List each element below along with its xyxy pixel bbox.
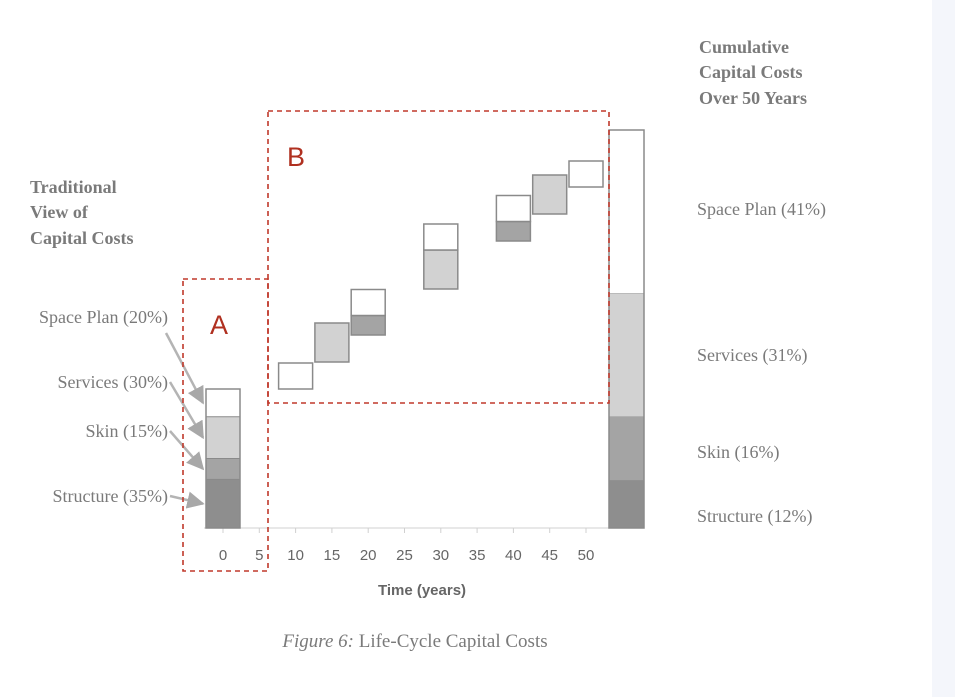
traditional-segment-space-plan (206, 389, 240, 417)
renewal-segment-skin (495, 220, 532, 242)
x-axis-label: Time (years) (378, 582, 466, 599)
cumulative-label-space-plan: Space Plan (41%) (697, 199, 826, 220)
renewal-segment-space-plan (350, 288, 386, 317)
cumulative-labels: Space Plan (41%) Services (31%) Skin (16%)… (697, 199, 826, 527)
x-tick-label: 20 (360, 547, 377, 564)
cumulative-segment-space-plan (609, 130, 644, 294)
traditional-bar (205, 388, 241, 529)
renewal-bar-year-20 (350, 288, 386, 336)
traditional-labels: Space Plan (20%) Services (30%) Skin (15%)… (39, 307, 205, 509)
cumulative-label-services: Services (31%) (697, 345, 807, 366)
cumulative-label-skin: Skin (16%) (697, 442, 780, 463)
renewal-segment-services (314, 322, 350, 363)
cumulative-segment-services (609, 293, 644, 417)
renewal-segment-space-plan (495, 194, 532, 223)
x-tick-label: 50 (578, 547, 595, 564)
traditional-title: Traditional View of Capital Costs (30, 177, 134, 248)
renewal-bars (277, 160, 604, 390)
right-edge-strip (932, 0, 955, 697)
renewal-segment-space-plan (423, 223, 459, 251)
cumulative-title: Cumulative Capital Costs Over 50 Years (699, 37, 807, 108)
x-tick-label: 10 (287, 547, 304, 564)
traditional-label-structure: Structure (35%) (53, 486, 168, 507)
x-axis-ticks: 0 5 10 15 20 25 30 35 40 45 50 (219, 528, 595, 564)
cumulative-segment-skin (609, 416, 644, 481)
renewal-bar-year-50 (568, 160, 604, 188)
region-b-box (267, 110, 610, 404)
renewal-segment-services (423, 249, 459, 290)
pointer-arrow (169, 430, 205, 471)
region-a-box (182, 278, 269, 572)
renewal-bar-year-10 (277, 362, 314, 390)
x-tick-label: 45 (541, 547, 558, 564)
renewal-segment-skin (350, 314, 386, 336)
x-tick-label: 30 (432, 547, 449, 564)
region-a-label: A (210, 310, 228, 340)
renewal-bar-year-15 (314, 322, 350, 363)
x-tick-label: 0 (219, 547, 227, 564)
x-tick-label: 15 (324, 547, 341, 564)
region-b-label: B (287, 142, 305, 172)
traditional-label-services: Services (30%) (58, 372, 168, 393)
traditional-segment-skin (206, 458, 240, 480)
traditional-segment-services (206, 416, 240, 459)
traditional-label-space-plan: Space Plan (20%) (39, 307, 168, 328)
pointer-arrow (169, 491, 205, 509)
traditional-label-skin: Skin (15%) (86, 421, 169, 442)
renewal-segment-services (531, 174, 568, 215)
traditional-segment-structure (206, 479, 240, 528)
renewal-bar-year-45 (531, 174, 568, 215)
pointer-arrow (164, 332, 205, 405)
renewal-segment-space-plan (277, 362, 314, 390)
figure-caption: Figure 6: Life-Cycle Capital Costs (281, 631, 547, 652)
renewal-segment-space-plan (568, 160, 604, 188)
x-tick-label: 40 (505, 547, 522, 564)
x-tick-label: 35 (469, 547, 486, 564)
renewal-bar-year-40 (495, 194, 532, 242)
cumulative-bar (608, 129, 645, 529)
x-tick-label: 25 (396, 547, 413, 564)
x-tick-label: 5 (255, 547, 263, 564)
pointer-arrow (168, 381, 205, 440)
cumulative-label-structure: Structure (12%) (697, 506, 812, 527)
cumulative-segment-structure (609, 480, 644, 528)
renewal-bar-year-30 (423, 223, 459, 290)
